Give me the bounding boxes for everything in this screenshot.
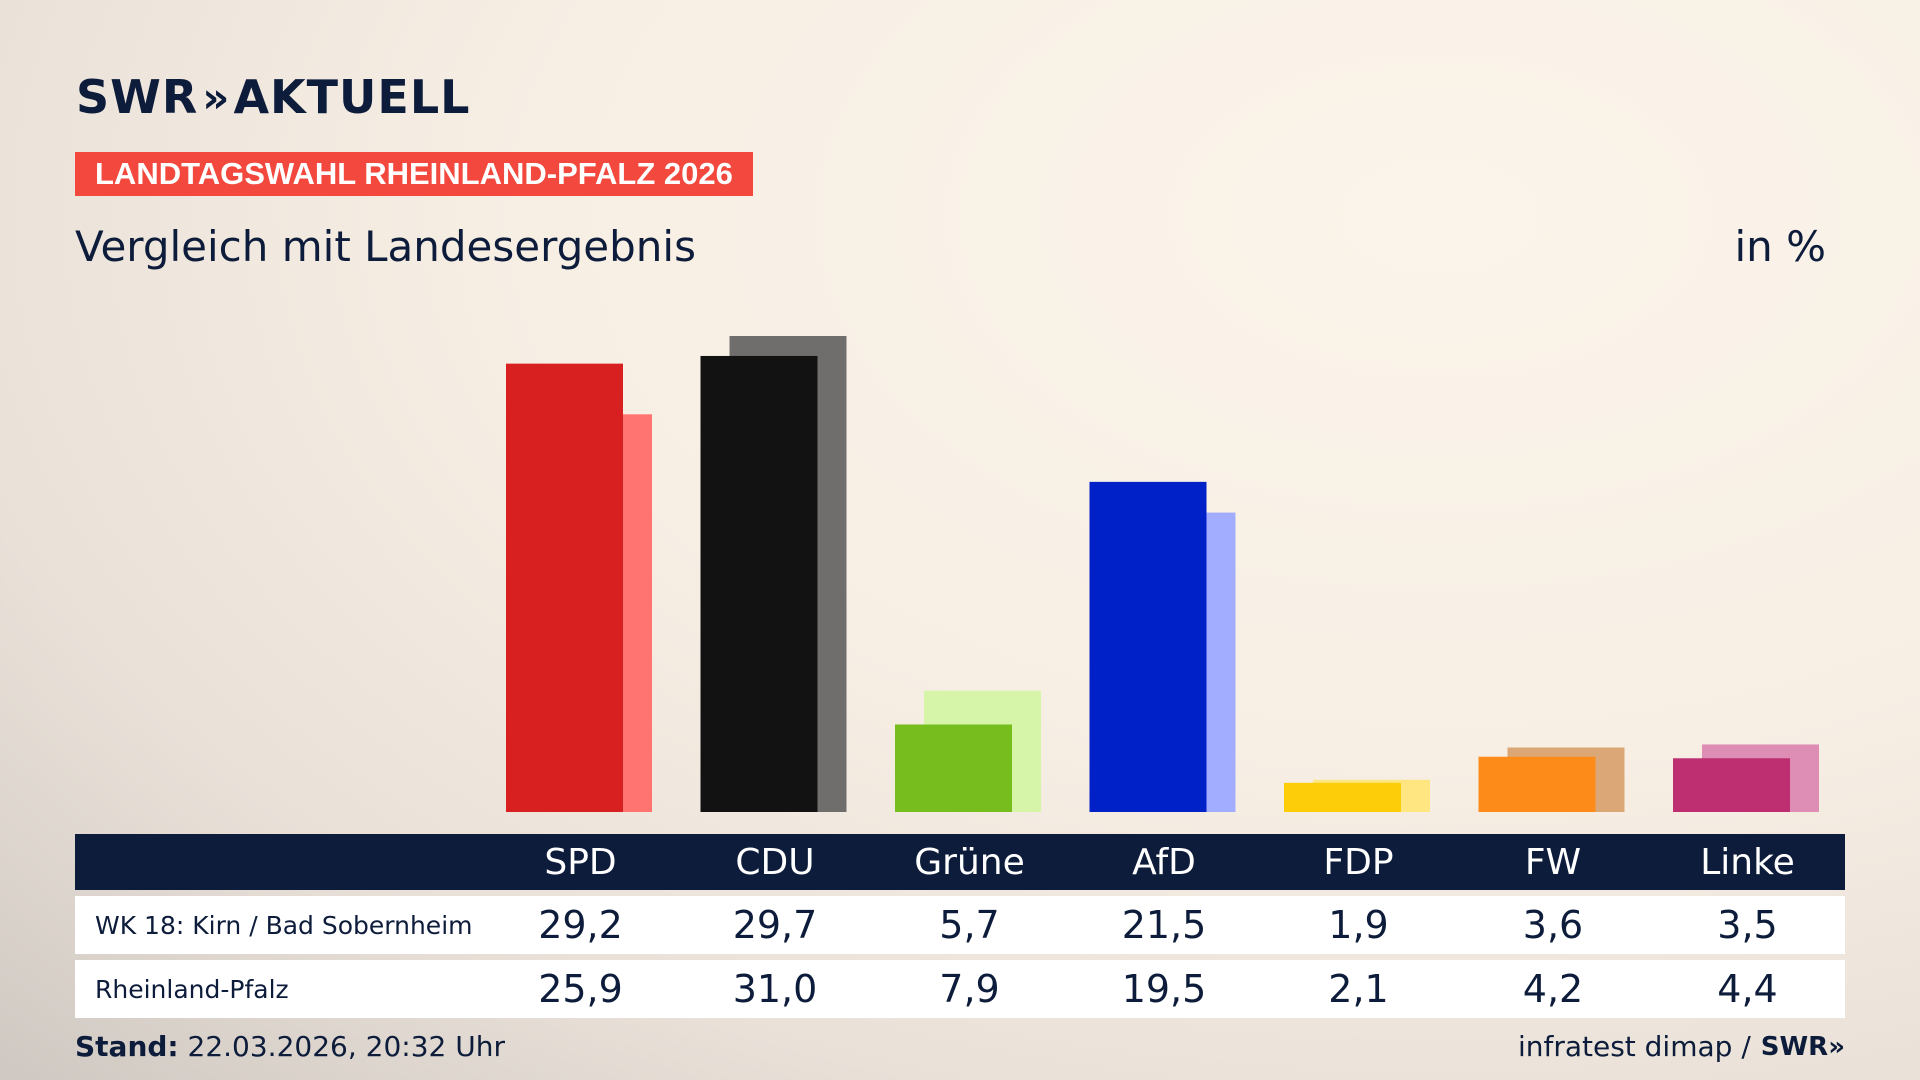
table-cell-value: 29,2: [538, 903, 623, 947]
brand-text: SWR: [76, 70, 199, 124]
bar-chart: [506, 336, 1819, 812]
table-cell-value: 5,7: [939, 903, 1000, 947]
column-header: SPD: [544, 841, 617, 883]
chart-subtitle: Vergleich mit Landesergebnis: [75, 222, 696, 271]
table-cell-value: 4,2: [1522, 967, 1584, 1011]
row-label: WK 18: Kirn / Bad Sobernheim: [95, 910, 473, 940]
column-header: Grüne: [914, 841, 1025, 883]
table-cell-value: 4,4: [1717, 967, 1778, 1011]
column-header: FW: [1524, 841, 1582, 883]
election-badge: LANDTAGSWAHL RHEINLAND-PFALZ 2026: [75, 152, 753, 196]
table-cell-value: 3,6: [1522, 903, 1584, 947]
stand-value: 22.03.2026, 20:32 Uhr: [178, 1030, 505, 1063]
column-header: AfD: [1132, 841, 1196, 883]
bar-wk-cdu: [700, 355, 818, 812]
table-cell-value: 3,5: [1717, 903, 1778, 947]
column-header: FDP: [1323, 841, 1394, 883]
table-cell-value: 2,1: [1328, 967, 1389, 1011]
bar-wk-fdp: [1284, 782, 1401, 812]
bar-wk-afd: [1089, 481, 1207, 812]
unit-label: in %: [1734, 222, 1826, 271]
column-header: CDU: [735, 841, 815, 883]
table-cell-value: 31,0: [732, 967, 818, 1011]
timestamp: Stand: 22.03.2026, 20:32 Uhr: [75, 1030, 505, 1063]
swr-mini-logo: SWR»: [1760, 1031, 1845, 1062]
table-cell-value: 21,5: [1121, 903, 1207, 947]
table-cell-value: 19,5: [1121, 967, 1207, 1011]
column-header: Linke: [1700, 841, 1795, 883]
table-cell-value: 7,9: [939, 967, 1000, 1011]
table-cell-value: 25,9: [538, 967, 623, 1011]
row-label: Rheinland-Pfalz: [95, 974, 289, 1004]
brand-suffix: AKTUELL: [233, 70, 471, 124]
stand-label: Stand:: [75, 1030, 179, 1063]
bar-wk-linke: [1673, 758, 1790, 812]
bar-wk-fw: [1478, 756, 1596, 812]
results-table: SPD CDU Grüne AfD FDP FW Linke WK 18: Kirn / B…: [75, 834, 1845, 1018]
table-cell-value: 29,7: [732, 903, 818, 947]
table-row: Rheinland-Pfalz 25,9 31,0 7,9 19,5 2,1 4,2 4,4: [75, 960, 1845, 1018]
table-row: WK 18: Kirn / Bad Sobernheim 29,2 29,7 5,7…: [75, 896, 1845, 954]
swr-aktuell-logo: SWR » AKTUELL: [76, 70, 470, 124]
bar-wk-spd: [506, 363, 623, 812]
source-text: infratest dimap /: [1517, 1030, 1751, 1063]
table-cell-value: 1,9: [1328, 903, 1389, 947]
source-credit: infratest dimap / SWR»: [1518, 1030, 1845, 1063]
bar-wk-grüne: [895, 724, 1012, 812]
table-header: SPD CDU Grüne AfD FDP FW Linke: [75, 834, 1845, 890]
